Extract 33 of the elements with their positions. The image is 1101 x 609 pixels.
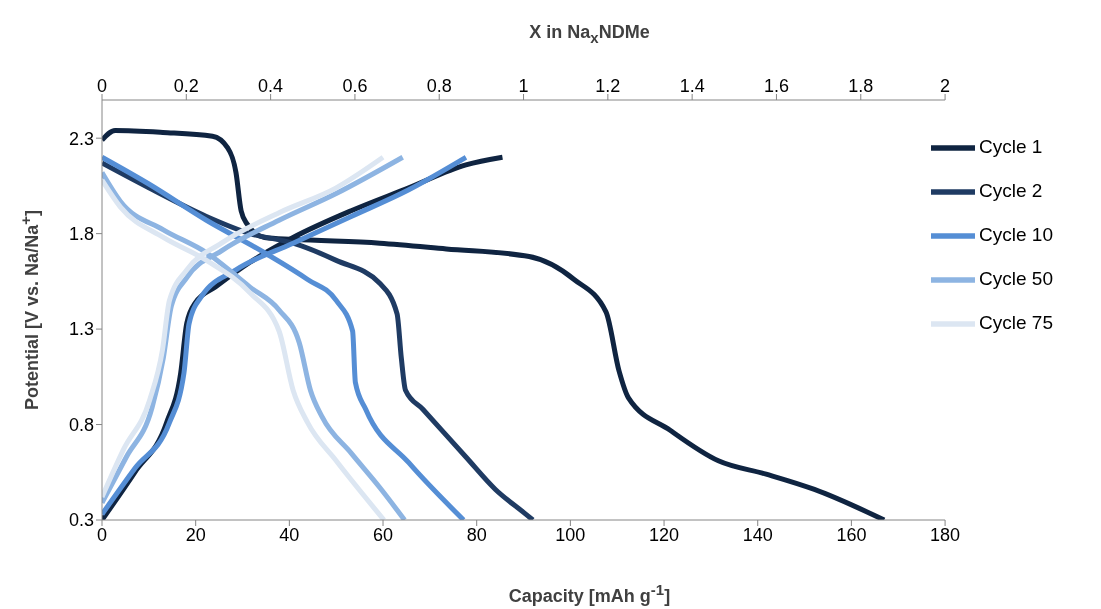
x-tick-label: 100 xyxy=(555,524,586,545)
x2-tick-label: 1 xyxy=(518,76,529,96)
x-tick-label: 180 xyxy=(930,524,961,545)
y-tick-label: 0.3 xyxy=(68,510,94,531)
x2-tick-label: 0.6 xyxy=(342,76,368,96)
x-tick-label: 40 xyxy=(279,524,300,545)
x-tick-label: 80 xyxy=(466,524,487,545)
x2-tick-label: 0.8 xyxy=(426,76,452,96)
x2-tick-label: 1.8 xyxy=(848,76,874,96)
x-axis-title: Capacity [mAh g$^{-1}$] xyxy=(507,581,672,607)
x-tick-label: 140 xyxy=(742,524,773,545)
x-tick-label: 20 xyxy=(185,524,206,545)
x-tick-label: 120 xyxy=(649,524,680,545)
x2-axis-title: X in Na$_{x}$NDMe xyxy=(528,22,651,46)
y-tick-label: 0.8 xyxy=(68,414,94,435)
x2-tick-label: 2 xyxy=(940,76,951,96)
x-tick-label: 160 xyxy=(836,524,867,545)
x2-tick-label: 0 xyxy=(96,76,108,96)
x-tick-label: 60 xyxy=(373,524,394,545)
x2-tick-label: 1.6 xyxy=(763,76,789,96)
x2-tick-label: 0.2 xyxy=(173,76,199,96)
x2-tick-label: 0.4 xyxy=(258,76,284,96)
x-tick-label: 0 xyxy=(96,524,108,545)
y-tick-label: 1.3 xyxy=(68,319,94,340)
legend-label: Cycle 2 xyxy=(979,180,1043,202)
legend-label: Cycle 50 xyxy=(979,268,1053,290)
legend-label: Cycle 75 xyxy=(979,312,1053,334)
y-tick-label: 1.8 xyxy=(68,224,94,245)
legend-label: Cycle 1 xyxy=(979,136,1043,158)
x2-tick-label: 1.4 xyxy=(679,76,705,96)
legend-label: Cycle 10 xyxy=(979,224,1053,246)
y-tick-label: 2.3 xyxy=(68,128,94,149)
x2-tick-label: 1.2 xyxy=(595,76,621,96)
